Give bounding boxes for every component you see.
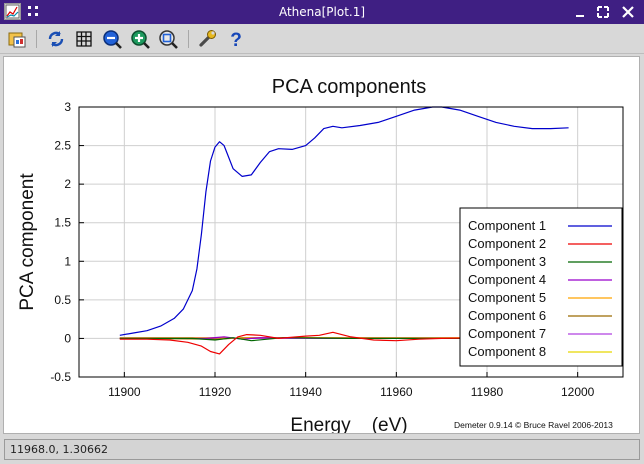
pca-chart[interactable]: PCA components 11900 11920 11940 11960 11980…	[4, 57, 639, 436]
zoom-in-icon[interactable]	[129, 28, 151, 50]
chart-series	[119, 106, 569, 355]
x-tick-label: 11920	[199, 385, 232, 399]
chart-legend: Component 1 Component 2 Component 3 Compone…	[459, 207, 623, 367]
plot-toolbar: ?	[0, 24, 644, 54]
zoom-fit-icon[interactable]	[157, 28, 179, 50]
y-tick-label: 3	[64, 100, 71, 114]
y-tick-label: 1	[64, 254, 71, 268]
y-axis-label: PCA component	[17, 173, 38, 311]
y-tick-label: 0.5	[54, 293, 71, 307]
legend-label: Component 4	[468, 272, 546, 287]
y-tick-label: 1.5	[54, 216, 71, 230]
toolbar-separator	[36, 30, 37, 48]
plot-canvas[interactable]: PCA components 11900 11920 11940 11960 11980…	[3, 56, 640, 436]
legend-label: Component 5	[468, 290, 546, 305]
window-menu-icon[interactable]	[27, 5, 39, 17]
chart-icon	[5, 4, 20, 19]
legend-label: Component 8	[468, 344, 546, 359]
settings-wrench-icon[interactable]	[197, 28, 219, 50]
x-tick-label: 11980	[471, 385, 504, 399]
close-icon[interactable]	[620, 4, 636, 20]
legend-label: Component 3	[468, 254, 546, 269]
app-icon[interactable]	[4, 3, 21, 20]
refresh-icon[interactable]	[45, 28, 67, 50]
chart-title: PCA components	[272, 76, 427, 98]
window-title: Athena[Plot.1]	[278, 5, 366, 19]
legend-label: Component 7	[468, 326, 546, 341]
status-bar: 11968.0, 1.30662	[0, 436, 644, 464]
zoom-out-icon[interactable]	[101, 28, 123, 50]
save-image-button[interactable]	[6, 28, 28, 50]
legend-label: Component 1	[468, 218, 546, 233]
series-line-component-2	[119, 331, 569, 355]
svg-text:?: ?	[230, 30, 242, 50]
series-line-component-3	[119, 337, 569, 342]
y-tick-label: 0	[64, 331, 71, 345]
x-tick-label: 11940	[289, 385, 322, 399]
toolbar-separator	[188, 30, 189, 48]
cursor-coordinates: 11968.0, 1.30662	[4, 439, 640, 460]
chart-frame	[78, 106, 624, 378]
grid-icon[interactable]	[73, 28, 95, 50]
x-axis-label: Energy (eV)	[290, 415, 407, 433]
x-tick-label: 11960	[380, 385, 413, 399]
maximize-icon[interactable]	[595, 4, 611, 20]
window-titlebar: Athena[Plot.1]	[0, 0, 644, 24]
series-line-component-1	[119, 106, 569, 336]
minimize-icon[interactable]	[572, 4, 588, 20]
y-tick-label: -0.5	[50, 370, 71, 384]
y-tick-label: 2	[64, 177, 71, 191]
legend-label: Component 2	[468, 236, 546, 251]
help-icon[interactable]: ?	[225, 28, 247, 50]
chart-ticks: 11900 11920 11940 11960 11980 12000 -0.5 0 0.5 1 1…	[50, 100, 594, 399]
legend-label: Component 6	[468, 308, 546, 323]
x-tick-label: 11900	[108, 385, 141, 399]
legend-box	[459, 207, 623, 367]
y-tick-label: 2.5	[54, 139, 71, 153]
chart-footnote: Demeter 0.9.14 © Bruce Ravel 2006-2013	[454, 420, 613, 430]
x-tick-label: 12000	[561, 385, 595, 399]
